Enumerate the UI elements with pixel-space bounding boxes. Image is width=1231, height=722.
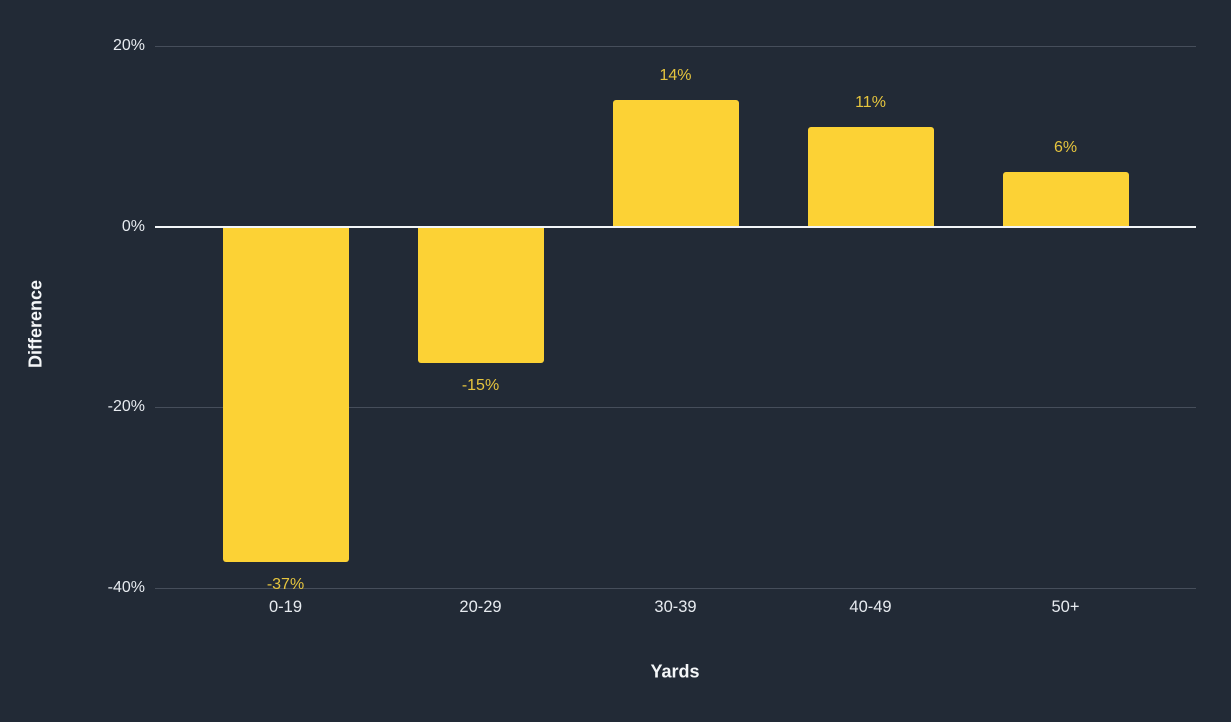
value-label-40-49: 11% bbox=[855, 94, 886, 112]
x-axis-title: Yards bbox=[650, 661, 700, 682]
x-tick-label-50+: 50+ bbox=[1051, 598, 1080, 616]
gridline--40% bbox=[155, 588, 1196, 589]
bar-20-29 bbox=[417, 227, 544, 364]
y-tick-label: -40% bbox=[107, 579, 145, 596]
bar-30-39 bbox=[612, 100, 739, 227]
x-tick-label-20-29: 20-29 bbox=[459, 598, 502, 616]
y-tick-label: 20% bbox=[112, 37, 145, 54]
value-label-0-19: -37% bbox=[266, 575, 305, 593]
bar-0-19 bbox=[222, 227, 349, 562]
y-axis-title: Difference bbox=[25, 279, 46, 369]
value-label-30-39: 14% bbox=[659, 67, 692, 85]
gridline-20% bbox=[155, 46, 1196, 47]
x-tick-label-30-39: 30-39 bbox=[654, 598, 697, 616]
bar-50+ bbox=[1002, 172, 1129, 227]
x-tick-label-40-49: 40-49 bbox=[849, 598, 892, 616]
value-label-50+: 6% bbox=[1053, 139, 1078, 157]
bar-40-49 bbox=[807, 127, 934, 227]
zero-axis-line bbox=[155, 225, 1196, 228]
y-tick-label: -20% bbox=[107, 398, 145, 416]
y-tick-label: 0% bbox=[121, 217, 145, 235]
gridline--20% bbox=[155, 407, 1196, 409]
value-label-20-29: -15% bbox=[461, 377, 500, 395]
plot-area: -37% -15% 14% 11% 6% bbox=[155, 46, 1196, 593]
x-tick-label-0-19: 0-19 bbox=[268, 598, 303, 616]
